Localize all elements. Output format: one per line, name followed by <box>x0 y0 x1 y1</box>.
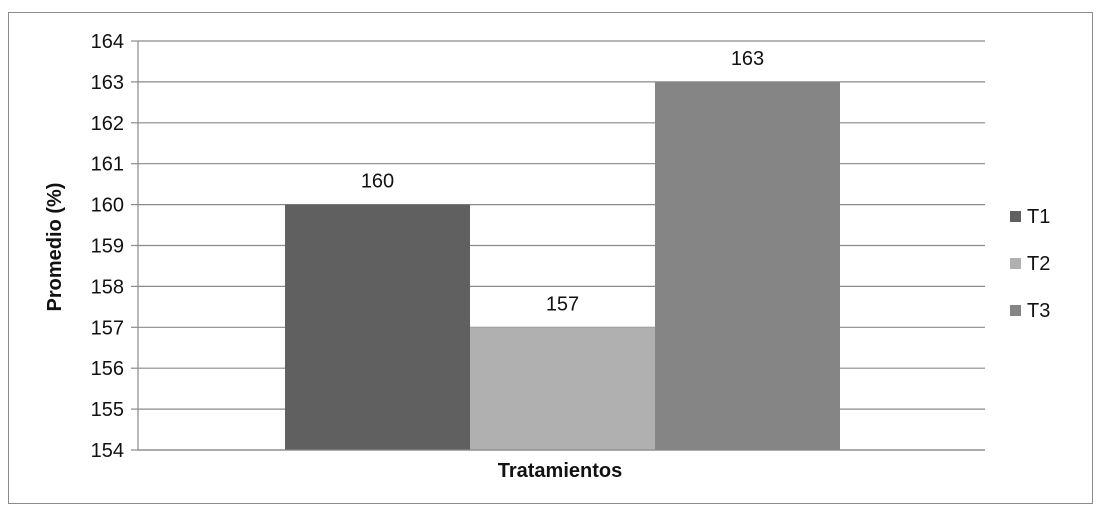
y-tick-label: 160 <box>91 195 124 217</box>
legend-label-t3: T3 <box>1027 300 1050 322</box>
axes <box>137 41 985 451</box>
bar-t2 <box>470 327 655 450</box>
y-tick-label: 156 <box>91 358 124 380</box>
y-tick-label: 161 <box>91 154 124 176</box>
y-tick-label: 157 <box>91 317 124 339</box>
legend-swatch-t1 <box>1010 211 1021 222</box>
y-tick-label: 155 <box>91 399 124 421</box>
data-label-t1: 160 <box>361 171 394 193</box>
legend-swatch-t3 <box>1010 305 1021 316</box>
y-tick-label: 159 <box>91 236 124 258</box>
y-tick-label: 162 <box>91 113 124 135</box>
legend-label-t2: T2 <box>1027 253 1050 275</box>
y-tick-label: 164 <box>91 31 124 53</box>
bar-t3 <box>655 81 840 451</box>
y-tick-labels: 154 155 156 157 158 159 160 161 162 163 164 <box>91 31 124 462</box>
legend-label-t1: T1 <box>1027 206 1050 228</box>
y-tick-label: 158 <box>91 276 124 298</box>
data-label-t3: 163 <box>731 48 764 70</box>
y-axis-title: Promedio (%) <box>44 183 66 312</box>
legend: T1 T2 T3 <box>1010 206 1050 322</box>
y-tick-label: 154 <box>91 440 124 462</box>
y-tick-label: 163 <box>91 72 124 94</box>
data-label-t2: 157 <box>546 293 579 315</box>
x-axis-title: Tratamientos <box>498 460 622 482</box>
bars <box>285 81 840 451</box>
data-labels: 160 157 163 <box>361 48 764 315</box>
legend-swatch-t2 <box>1010 258 1021 269</box>
bar-t1 <box>285 204 470 450</box>
